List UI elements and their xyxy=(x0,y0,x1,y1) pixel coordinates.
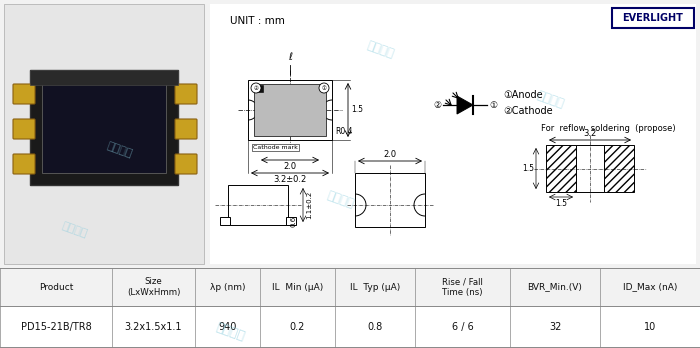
FancyBboxPatch shape xyxy=(13,154,35,174)
Text: EVERLIGHT: EVERLIGHT xyxy=(622,13,683,23)
Text: 940: 940 xyxy=(218,322,237,332)
Text: PD15-21B/TR8: PD15-21B/TR8 xyxy=(20,322,92,332)
Text: For  reflow  soldering  (propose): For reflow soldering (propose) xyxy=(541,124,676,133)
Bar xyxy=(254,84,326,136)
Text: 2.0: 2.0 xyxy=(284,162,297,171)
Text: UNIT : mm: UNIT : mm xyxy=(230,16,285,26)
Text: ℓ: ℓ xyxy=(288,52,292,62)
Text: Rise / Fall: Rise / Fall xyxy=(442,277,483,286)
Text: 0.6: 0.6 xyxy=(291,215,297,227)
Text: 1.5: 1.5 xyxy=(555,199,567,208)
Polygon shape xyxy=(457,96,473,114)
Text: 6 / 6: 6 / 6 xyxy=(452,322,473,332)
FancyBboxPatch shape xyxy=(175,154,197,174)
FancyBboxPatch shape xyxy=(13,84,35,104)
Text: 超毅电子: 超毅电子 xyxy=(214,321,246,343)
Bar xyxy=(0,268,700,348)
Bar xyxy=(4,4,204,264)
Text: 10: 10 xyxy=(644,322,656,332)
Text: 3.2x1.5x1.1: 3.2x1.5x1.1 xyxy=(125,322,182,332)
Text: 超毅电子: 超毅电子 xyxy=(325,189,356,211)
Text: ②: ② xyxy=(433,101,441,110)
Circle shape xyxy=(251,83,261,93)
Text: 超毅电子: 超毅电子 xyxy=(106,141,134,159)
Text: ID_Max (nA): ID_Max (nA) xyxy=(623,283,677,292)
Text: 0.8: 0.8 xyxy=(368,322,383,332)
Text: R0.4: R0.4 xyxy=(335,127,353,136)
Text: BVR_Min.(V): BVR_Min.(V) xyxy=(528,283,582,292)
Bar xyxy=(220,217,230,225)
FancyBboxPatch shape xyxy=(175,119,197,139)
Bar xyxy=(604,145,634,192)
Bar xyxy=(228,185,288,225)
Text: 3.2±0.2: 3.2±0.2 xyxy=(274,175,307,184)
Text: Size: Size xyxy=(145,277,162,286)
Bar xyxy=(355,173,425,227)
Text: 1.1±0.2: 1.1±0.2 xyxy=(306,191,312,219)
Bar xyxy=(0,306,700,348)
Text: 0.2: 0.2 xyxy=(290,322,305,332)
FancyBboxPatch shape xyxy=(13,119,35,139)
Text: IL  Typ (μA): IL Typ (μA) xyxy=(350,283,400,292)
Text: ②: ② xyxy=(253,86,258,90)
Text: 1.5: 1.5 xyxy=(522,164,534,173)
Text: λp (nm): λp (nm) xyxy=(210,283,245,292)
Bar xyxy=(576,145,604,192)
Text: Time (ns): Time (ns) xyxy=(442,288,483,298)
Circle shape xyxy=(319,83,329,93)
Text: 1.5: 1.5 xyxy=(351,105,363,114)
Text: 超毅电子: 超毅电子 xyxy=(535,89,566,111)
Bar xyxy=(210,4,696,264)
Text: ①: ① xyxy=(489,101,497,110)
Text: 超毅电子: 超毅电子 xyxy=(61,221,89,239)
Bar xyxy=(30,70,178,185)
Bar xyxy=(612,8,694,28)
Bar xyxy=(256,85,263,92)
Text: 2.0: 2.0 xyxy=(384,150,397,159)
Text: (LxWxHmm): (LxWxHmm) xyxy=(127,288,180,298)
Text: 3.2: 3.2 xyxy=(583,129,596,138)
Bar xyxy=(248,80,332,140)
Bar xyxy=(42,82,166,173)
Text: 32: 32 xyxy=(549,322,561,332)
Text: 超毅电子: 超毅电子 xyxy=(365,39,395,61)
Text: ①Anode: ①Anode xyxy=(503,90,542,100)
Bar xyxy=(546,145,576,192)
Text: Cathode mark: Cathode mark xyxy=(253,145,298,150)
Text: Product: Product xyxy=(38,283,74,292)
Text: ②Cathode: ②Cathode xyxy=(503,106,552,116)
Bar xyxy=(286,217,296,225)
Text: IL  Min (μA): IL Min (μA) xyxy=(272,283,323,292)
FancyBboxPatch shape xyxy=(175,84,197,104)
Text: ①: ① xyxy=(321,86,326,90)
Bar xyxy=(30,70,178,85)
